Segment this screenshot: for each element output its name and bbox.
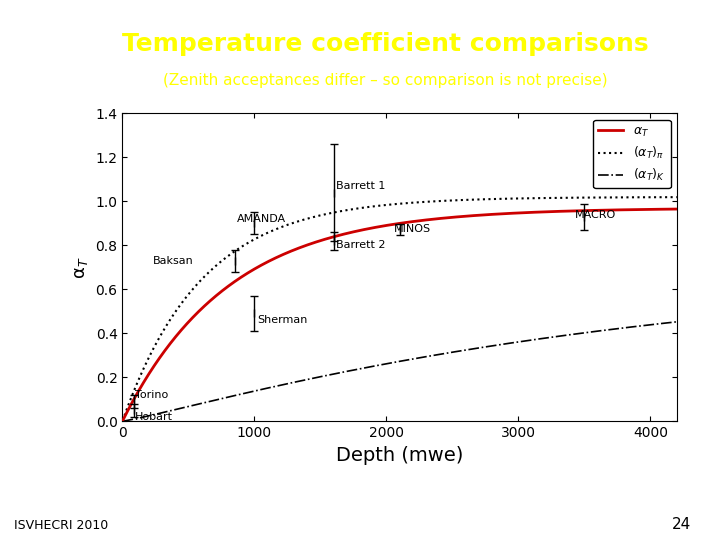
- Text: Hobart: Hobart: [135, 412, 173, 422]
- (α$_{T}$)$_\pi$: [118, 417, 127, 424]
- Text: ISVHECRI 2010: ISVHECRI 2010: [14, 519, 109, 532]
- α$_{T}$: [657, 206, 665, 212]
- Text: Temperature coefficient comparisons: Temperature coefficient comparisons: [122, 32, 649, 56]
- (α$_{T}$)$_\pi$: [373, 202, 382, 209]
- (α$_{T}$)$_\pi$: [388, 201, 397, 208]
- α$_{T}$: [373, 224, 382, 230]
- Text: AMANDA: AMANDA: [238, 214, 287, 224]
- (α$_{T}$)$_{K}$: [554, 333, 563, 340]
- (α$_{T}$)$_{K}$: [146, 412, 155, 418]
- Text: MINOS: MINOS: [395, 224, 431, 234]
- (α$_{T}$)$_{K}$: [657, 320, 665, 327]
- Text: Barrett 2: Barrett 2: [336, 240, 386, 251]
- α$_{T}$: [146, 368, 155, 374]
- α$_{T}$: [118, 418, 127, 424]
- Text: Torino: Torino: [135, 390, 168, 400]
- (α$_{T}$)$_{K}$: [118, 418, 127, 424]
- Text: Sherman: Sherman: [257, 315, 307, 325]
- Line: (α$_{T}$)$_{K}$: (α$_{T}$)$_{K}$: [122, 322, 677, 421]
- Text: 24: 24: [672, 517, 691, 532]
- X-axis label: Depth (mwe): Depth (mwe): [336, 446, 463, 464]
- (α$_{T}$)$_\pi$: [672, 194, 681, 200]
- Line: α$_{T}$: α$_{T}$: [122, 209, 677, 421]
- Text: Barrett 1: Barrett 1: [336, 181, 386, 191]
- (α$_{T}$)$_{K}$: [656, 320, 665, 327]
- (α$_{T}$)$_\pi$: [554, 194, 563, 201]
- α$_{T}$: [388, 221, 397, 228]
- Text: (Zenith acceptances differ – so comparison is not precise): (Zenith acceptances differ – so comparis…: [163, 73, 608, 88]
- (α$_{T}$)$_{K}$: [672, 319, 681, 325]
- Legend: $\alpha_T$, $(\alpha_T)_\pi$, $(\alpha_T)_K$: $\alpha_T$, $(\alpha_T)_\pi$, $(\alpha_T…: [593, 120, 670, 188]
- (α$_{T}$)$_{K}$: [373, 362, 382, 369]
- Text: MACRO: MACRO: [575, 210, 616, 220]
- Text: Baksan: Baksan: [153, 256, 194, 266]
- α$_{T}$: [656, 206, 665, 212]
- Line: (α$_{T}$)$_\pi$: (α$_{T}$)$_\pi$: [122, 197, 677, 421]
- (α$_{T}$)$_\pi$: [656, 194, 665, 200]
- (α$_{T}$)$_\pi$: [657, 194, 665, 200]
- (α$_{T}$)$_\pi$: [146, 350, 155, 357]
- (α$_{T}$)$_{K}$: [388, 360, 397, 366]
- α$_{T}$: [672, 206, 681, 212]
- Y-axis label: α$_{T}$: α$_{T}$: [72, 256, 90, 279]
- α$_{T}$: [554, 208, 563, 214]
